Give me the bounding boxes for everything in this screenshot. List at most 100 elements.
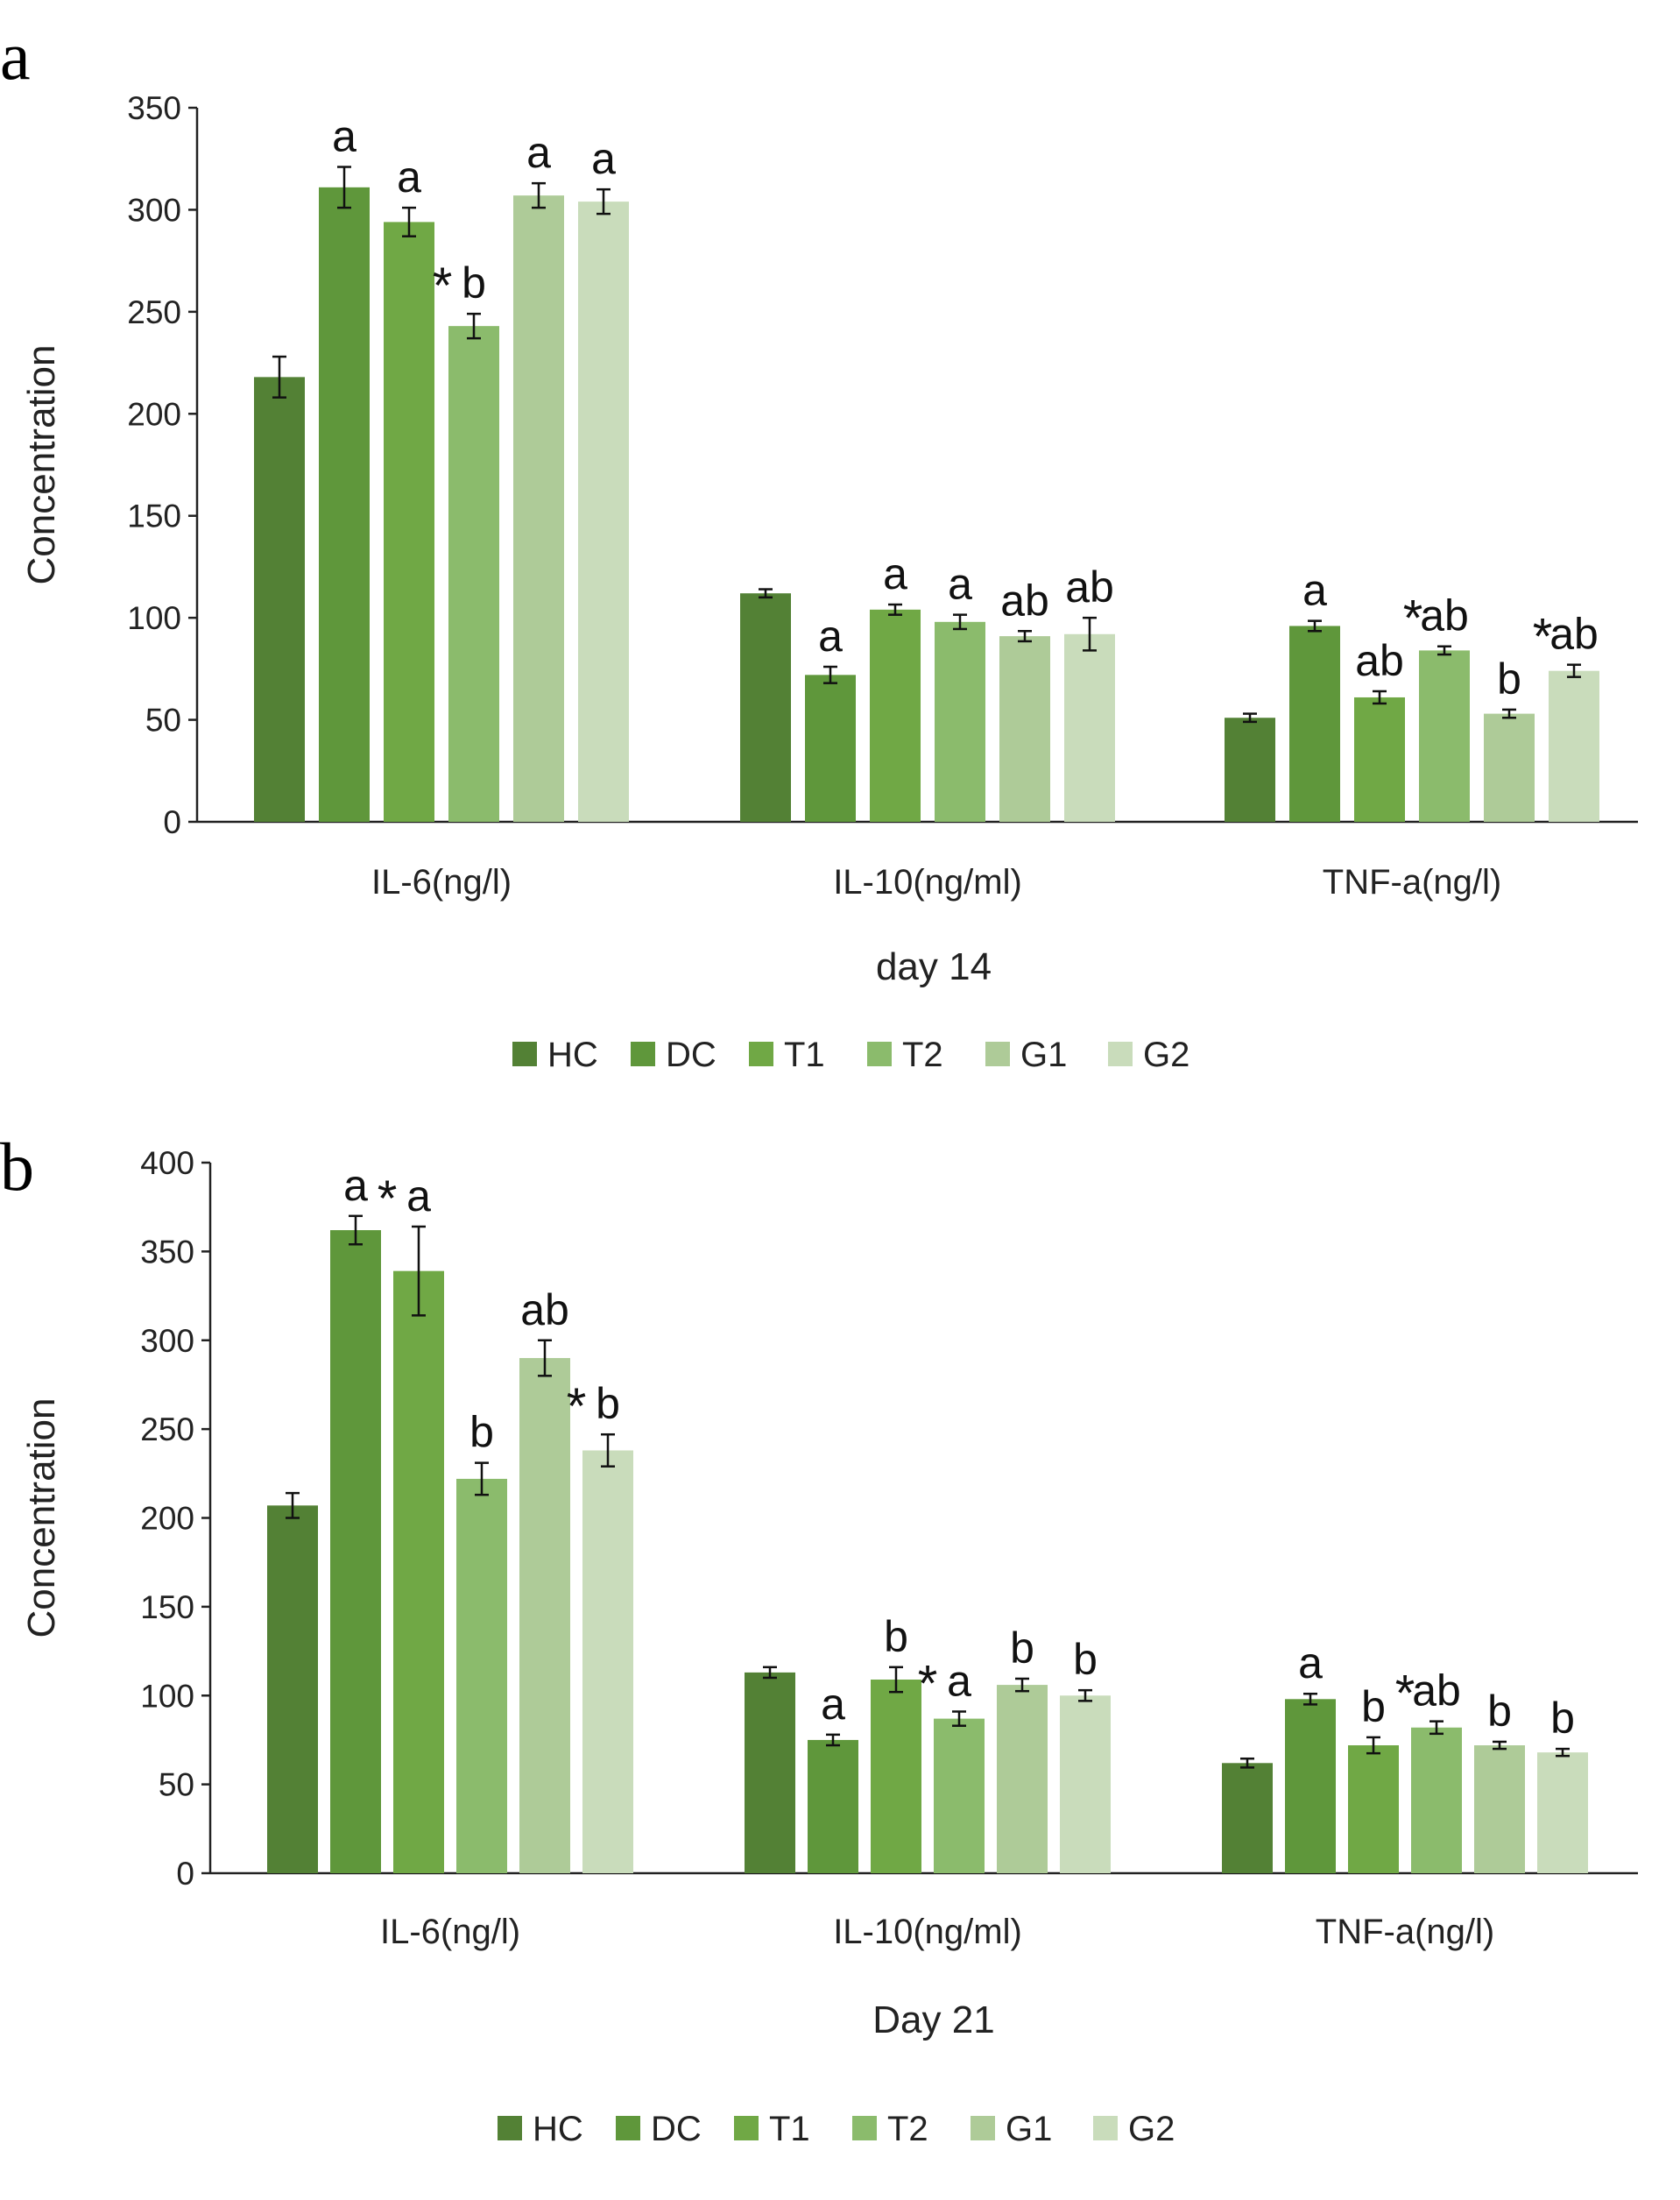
legend-swatch-hc xyxy=(498,2116,522,2140)
bar-g2 xyxy=(578,202,629,823)
bar-dc xyxy=(319,187,370,823)
legend-label-g1: G1 xyxy=(1006,2110,1052,2148)
y-tick-label: 0 xyxy=(163,804,181,840)
y-tick-label: 300 xyxy=(140,1323,194,1359)
x-category-label: TNF-a(ng/l) xyxy=(1323,863,1501,902)
significance-label: a xyxy=(821,1680,845,1729)
bar-hc xyxy=(254,377,305,822)
bar-t2 xyxy=(934,1718,985,1873)
bar-hc xyxy=(1225,718,1275,822)
legend-label-hc: HC xyxy=(547,1036,598,1074)
significance-star: * xyxy=(1533,609,1553,666)
significance-label: a xyxy=(1302,566,1327,615)
bar-hc xyxy=(740,593,791,822)
bar-g2 xyxy=(1060,1695,1111,1873)
significance-label: b xyxy=(1073,1635,1098,1684)
significance-label: a xyxy=(526,128,551,177)
significance-label: ab xyxy=(1549,610,1599,659)
legend-swatch-g1 xyxy=(985,1042,1010,1066)
y-tick-label: 100 xyxy=(140,1678,194,1714)
x-category-label: IL-10(ng/ml) xyxy=(833,1913,1022,1951)
y-tick-label: 50 xyxy=(145,703,181,739)
bar-t1 xyxy=(393,1270,444,1873)
legend-swatch-t2 xyxy=(867,1042,892,1066)
y-axis-label: Concentration xyxy=(20,345,63,585)
legend-label-t2: T2 xyxy=(902,1036,943,1074)
bar-hc xyxy=(745,1672,795,1873)
significance-label: b xyxy=(884,1612,908,1661)
bar-t1 xyxy=(1354,697,1405,822)
significance-label: a xyxy=(332,112,356,161)
bar-t2 xyxy=(1419,650,1470,822)
legend-label-g2: G2 xyxy=(1143,1036,1189,1074)
y-tick-label: 300 xyxy=(127,192,181,228)
bar-g1 xyxy=(999,636,1050,822)
legend-swatch-t1 xyxy=(749,1042,773,1066)
y-axis-label: Concentration xyxy=(20,1398,63,1638)
legend-label-dc: DC xyxy=(651,2110,702,2148)
significance-label: a xyxy=(947,1656,971,1705)
bar-g1 xyxy=(1474,1745,1525,1873)
significance-label: ab xyxy=(1065,562,1114,612)
bar-g2 xyxy=(582,1450,633,1873)
y-tick-label: 200 xyxy=(140,1501,194,1537)
significance-label: a xyxy=(406,1171,431,1220)
x-category-label: TNF-a(ng/l) xyxy=(1316,1913,1494,1951)
bar-t2 xyxy=(1411,1727,1462,1873)
bar-g2 xyxy=(1537,1752,1588,1873)
significance-star: * xyxy=(918,1655,938,1712)
legend-swatch-g2 xyxy=(1093,2116,1118,2140)
significance-label: a xyxy=(397,152,421,202)
significance-label: b xyxy=(596,1379,620,1428)
bar-g2 xyxy=(1064,633,1115,822)
significance-star: * xyxy=(433,258,453,315)
x-category-label: IL-6(ng/l) xyxy=(380,1913,520,1951)
significance-star: * xyxy=(378,1171,398,1227)
y-tick-label: 150 xyxy=(127,499,181,534)
y-tick-label: 400 xyxy=(140,1145,194,1181)
y-tick-label: 0 xyxy=(176,1856,194,1892)
legend-label-g1: G1 xyxy=(1020,1036,1067,1074)
significance-label: a xyxy=(818,612,843,661)
x-category-label: IL-6(ng/l) xyxy=(371,863,512,902)
significance-label: a xyxy=(343,1161,368,1210)
significance-star: * xyxy=(1395,1666,1415,1723)
y-tick-label: 350 xyxy=(127,90,181,126)
bar-hc xyxy=(267,1505,318,1873)
significance-label: a xyxy=(948,560,972,609)
significance-star: * xyxy=(567,1378,587,1435)
bar-t1 xyxy=(871,1680,921,1873)
bar-dc xyxy=(808,1739,858,1873)
significance-label: b xyxy=(469,1408,494,1457)
bar-dc xyxy=(1289,626,1340,822)
bar-t1 xyxy=(1348,1745,1399,1873)
legend-label-g2: G2 xyxy=(1128,2110,1175,2148)
bar-t2 xyxy=(456,1478,507,1873)
bar-dc xyxy=(330,1230,381,1873)
legend-label-dc: DC xyxy=(666,1036,716,1074)
significance-label: a xyxy=(1298,1638,1323,1687)
legend-label-t2: T2 xyxy=(887,2110,928,2148)
y-tick-label: 350 xyxy=(140,1234,194,1270)
bar-dc xyxy=(805,675,856,822)
legend-swatch-g1 xyxy=(971,2116,995,2140)
significance-label: b xyxy=(1361,1682,1386,1731)
legend-swatch-g2 xyxy=(1108,1042,1133,1066)
bar-t1 xyxy=(870,609,921,822)
legend-swatch-t2 xyxy=(852,2116,877,2140)
significance-label: ab xyxy=(1412,1666,1461,1715)
legend-swatch-dc xyxy=(616,2116,640,2140)
legend-label-t1: T1 xyxy=(784,1036,825,1074)
legend-label-t1: T1 xyxy=(769,2110,810,2148)
x-category-label: IL-10(ng/ml) xyxy=(833,863,1022,902)
significance-label: a xyxy=(883,549,907,598)
chart-panel-a: a050100150200250300350Concentrationaab*a… xyxy=(0,18,1638,1074)
legend-swatch-hc xyxy=(512,1042,537,1066)
bar-hc xyxy=(1222,1763,1273,1873)
legend: HC DC T1 T2 G1 G2 xyxy=(498,2110,1175,2148)
y-tick-label: 250 xyxy=(140,1411,194,1447)
significance-star: * xyxy=(1403,591,1423,647)
bar-t1 xyxy=(384,222,434,822)
y-tick-label: 150 xyxy=(140,1589,194,1625)
